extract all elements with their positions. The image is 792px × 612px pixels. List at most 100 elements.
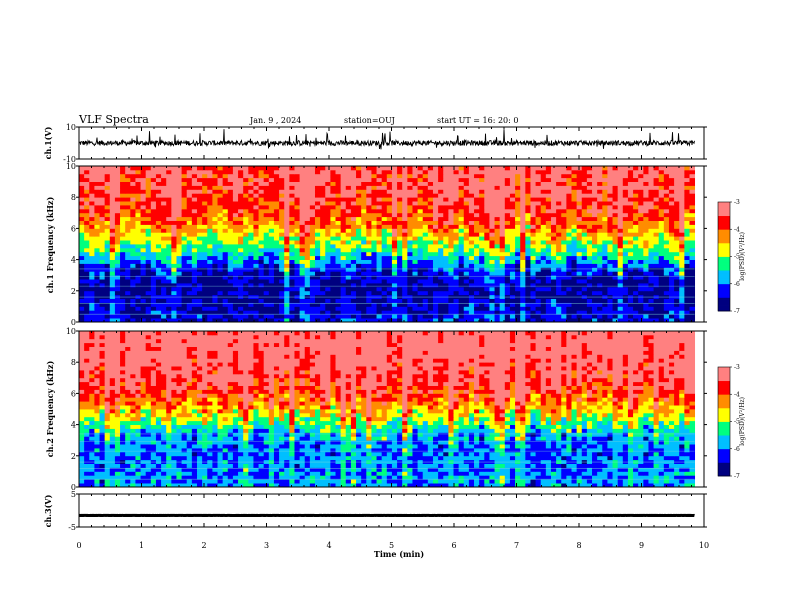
ch1-spectrogram-cell — [227, 236, 234, 241]
ch1-spectrogram-cell — [140, 197, 147, 202]
ch1-spectrogram-cell — [453, 224, 460, 229]
ch1-spectrogram-cell — [653, 189, 660, 194]
ch1-spectrogram-cell — [689, 286, 696, 292]
ch1-spectrogram-cell — [181, 271, 188, 276]
ch1-spectrogram-cell — [366, 169, 372, 175]
ch1-spectrogram-cell — [176, 263, 182, 268]
ch1-spectrogram-cell — [253, 275, 259, 280]
ch1-spectrogram-cell — [463, 267, 470, 272]
ch1-spectrogram-cell — [186, 314, 193, 319]
ch1-spectrogram-cell — [397, 298, 403, 303]
ch1-spectrogram-cell — [602, 290, 608, 296]
ch1-spectrogram-cell — [371, 236, 377, 241]
ch1-spectrogram-cell — [438, 279, 444, 284]
ch1-spectrogram-cell — [284, 236, 290, 241]
ch1-spectrogram-cell — [314, 255, 321, 260]
ch1-spectrogram-cell — [207, 290, 213, 296]
ch1-spectrogram-cell — [181, 220, 188, 225]
ch1-spectrogram-cell — [391, 232, 398, 237]
ch1-spectrogram-cell — [612, 240, 619, 245]
ch1-spectrogram-cell — [397, 205, 403, 210]
ch1-spectrogram-cell — [427, 177, 434, 182]
ch1-spectrogram-cell — [217, 216, 224, 221]
ch1-spectrogram-cell — [166, 263, 172, 268]
ch1-spectrogram-cell — [612, 212, 619, 218]
ch1-spectrogram-cell — [535, 271, 542, 276]
ch1-spectrogram-cell — [561, 177, 567, 182]
ch1-spectrogram-cell — [586, 255, 593, 260]
ch1-spectrogram-cell — [412, 255, 418, 260]
ch1-spectrogram-cell — [484, 275, 490, 280]
ch1-spectrogram-cell — [320, 236, 326, 241]
ch1-spectrogram-cell — [684, 283, 690, 288]
ch1-spectrogram-cell — [684, 302, 690, 307]
ch1-spectrogram-cell — [381, 259, 388, 264]
ch1-spectrogram-cell — [253, 197, 259, 202]
ch1-spectrogram-cell — [535, 286, 542, 292]
ch1-spectrogram-cell — [597, 302, 603, 307]
ch1-spectrogram-cell — [191, 310, 198, 315]
ch1-spectrogram-cell — [176, 205, 182, 210]
ch1-spectrogram-cell — [222, 279, 229, 284]
ch1-spectrogram-cell — [232, 240, 239, 245]
ch1-spectrogram-cell — [314, 193, 321, 198]
ch1-spectrogram-cell — [166, 169, 172, 175]
ch1-spectrogram-cell — [94, 259, 100, 264]
ch1-spectrogram-cell — [135, 298, 141, 303]
ch1-spectrogram-cell — [84, 314, 90, 319]
ch1-spectrogram-cell — [412, 185, 418, 190]
ch1-spectrogram-cell — [191, 251, 198, 257]
ch1-spectrogram-cell — [263, 298, 270, 303]
ch1-spectrogram-cell — [186, 220, 193, 225]
ch1-spectrogram-cell — [207, 197, 213, 202]
ch1-spectrogram-cell — [238, 208, 244, 214]
ch1-spectrogram-cell — [499, 185, 506, 190]
ch1-spectrogram-cell — [474, 236, 480, 241]
ch1-spectrogram-cell — [222, 224, 229, 229]
ch1-spectrogram-cell — [561, 306, 567, 311]
ch1-spectrogram-cell — [422, 169, 429, 175]
ch1-spectrogram-cell — [130, 197, 136, 202]
ch1-spectrogram-cell — [335, 302, 342, 307]
ch1-spectrogram-cell — [381, 201, 388, 206]
ch1-spectrogram-cell — [279, 193, 285, 198]
ch1-spectrogram-cell — [125, 244, 131, 249]
ch1-spectrogram-cell — [109, 169, 116, 175]
ch1-spectrogram-cell — [120, 279, 126, 284]
ch1-waveform-panel: 10-10 — [63, 123, 707, 164]
ch1-spectrogram-cell — [125, 283, 131, 288]
ch1-spectrogram-cell — [361, 169, 367, 175]
ch1-spectrogram-cell — [402, 263, 408, 268]
ch1-spectrogram-cell — [648, 205, 654, 210]
ch1-spectrogram-cell — [597, 236, 603, 241]
ch1-spectrogram-cell — [602, 177, 608, 182]
ch1-spectrogram-cell — [109, 279, 116, 284]
ch1-spectrogram-cell — [412, 263, 418, 268]
ch1-spectrogram-cell — [279, 306, 285, 311]
ch1-spectrogram-cell — [207, 286, 213, 292]
ch1-spectrogram-cell — [458, 193, 465, 198]
ch1-spectrogram-cell — [361, 205, 367, 210]
ch1-spectrogram-cell — [191, 216, 198, 221]
ch1-spectrogram-cell — [668, 271, 675, 276]
ch1-spectrogram-cell — [227, 306, 234, 311]
ch1-spectrogram-cell — [648, 216, 654, 221]
ch1-spectrogram-cell — [684, 244, 690, 249]
ch1-spectrogram-cell — [597, 298, 603, 303]
ch1-spectrogram-cell — [663, 193, 670, 198]
ch1-spectrogram-cell — [684, 197, 690, 202]
ch1-spectrogram-cell — [474, 290, 480, 296]
ch1-spectrogram-cell — [94, 224, 100, 229]
ch1-spectrogram-cell — [340, 279, 347, 284]
ch1-spectrogram-cell — [530, 279, 536, 284]
ch1-spectrogram-cell — [484, 177, 490, 182]
ch1-spectrogram-cell — [294, 275, 300, 280]
ch1-spectrogram-cell — [530, 166, 536, 171]
ch1-spectrogram-cell — [212, 306, 218, 311]
ch1-spectrogram-cell — [325, 220, 331, 225]
ch1-spectrogram-cell — [222, 228, 229, 233]
ch1-spectrogram-cell — [356, 197, 362, 202]
ch1-spectrogram-cell — [597, 185, 603, 190]
ch1-spectrogram-cell — [161, 181, 167, 186]
ch1-spectrogram-cell — [330, 271, 336, 276]
